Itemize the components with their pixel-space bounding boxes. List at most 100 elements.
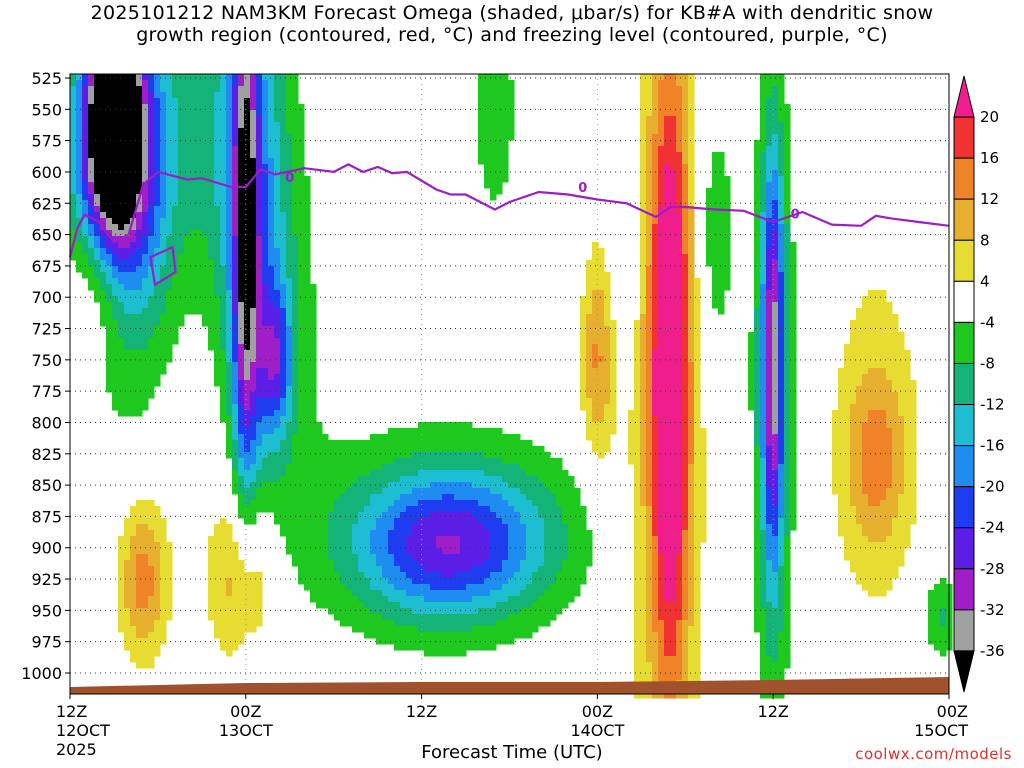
omega-cell [652, 542, 659, 549]
omega-cell [328, 440, 335, 447]
omega-cell [442, 512, 449, 519]
omega-cell [112, 278, 119, 285]
omega-cell [154, 338, 161, 345]
omega-cell [274, 344, 281, 351]
omega-cell [580, 350, 587, 357]
omega-cell [652, 578, 659, 585]
omega-cell [256, 500, 263, 507]
omega-cell [100, 158, 107, 165]
omega-cell [484, 158, 491, 165]
omega-cell [310, 506, 317, 513]
omega-cell [166, 200, 173, 207]
omega-cell [154, 542, 161, 549]
omega-cell [226, 140, 233, 147]
omega-cell [364, 530, 371, 537]
omega-cell [652, 614, 659, 621]
omega-cell [130, 524, 137, 531]
omega-cell [520, 542, 527, 549]
omega-cell [538, 560, 545, 567]
omega-cell [286, 512, 293, 519]
omega-cell [298, 476, 305, 483]
omega-cell [136, 152, 143, 159]
omega-cell [100, 164, 107, 171]
omega-cell [76, 140, 83, 147]
omega-cell [340, 602, 347, 609]
omega-cell [538, 554, 545, 561]
omega-cell [232, 272, 239, 279]
omega-cell [184, 122, 191, 129]
omega-cell [430, 554, 437, 561]
omega-cell [640, 194, 647, 201]
omega-cell [526, 452, 533, 459]
omega-cell [352, 536, 359, 543]
omega-cell [94, 278, 101, 285]
omega-cell [646, 416, 653, 423]
omega-cell [484, 476, 491, 483]
omega-cell [82, 158, 89, 165]
omega-cell [436, 530, 443, 537]
omega-cell [262, 476, 269, 483]
omega-cell [118, 158, 125, 165]
omega-cell [220, 314, 227, 321]
omega-cell [274, 164, 281, 171]
omega-cell [442, 518, 449, 525]
omega-cell [226, 200, 233, 207]
omega-cell [274, 482, 281, 489]
omega-cell [124, 374, 131, 381]
omega-cell [664, 80, 671, 87]
omega-cell [280, 398, 287, 405]
omega-cell [286, 524, 293, 531]
omega-cell [274, 512, 281, 519]
omega-cell [184, 104, 191, 111]
omega-cell [76, 260, 83, 267]
omega-cell [466, 566, 473, 573]
omega-cell [640, 506, 647, 513]
omega-cell [322, 458, 329, 465]
omega-cell [502, 626, 509, 633]
omega-cell [568, 590, 575, 597]
omega-cell [136, 542, 143, 549]
omega-cell [250, 458, 257, 465]
omega-cell [292, 464, 299, 471]
omega-cell [280, 200, 287, 207]
omega-cell [88, 260, 95, 267]
omega-cell [202, 206, 209, 213]
omega-cell [508, 86, 515, 93]
omega-cell [304, 260, 311, 267]
omega-cell [496, 122, 503, 129]
omega-cell [508, 572, 515, 579]
omega-cell [160, 614, 167, 621]
omega-cell [136, 272, 143, 279]
omega-cell [136, 302, 143, 309]
omega-cell [466, 554, 473, 561]
omega-cell [406, 566, 413, 573]
omega-cell [634, 584, 641, 591]
omega-cell [658, 470, 665, 477]
omega-cell [382, 560, 389, 567]
omega-cell [496, 506, 503, 513]
omega-cell [658, 356, 665, 363]
omega-cell [292, 290, 299, 297]
omega-cell [106, 110, 113, 117]
omega-cell [598, 368, 605, 375]
omega-cell [214, 272, 221, 279]
omega-cell [214, 308, 221, 315]
omega-cell [106, 302, 113, 309]
omega-cell [652, 674, 659, 681]
omega-cell [256, 290, 263, 297]
omega-cell [298, 200, 305, 207]
omega-cell [112, 308, 119, 315]
omega-cell [592, 302, 599, 309]
omega-cell [280, 488, 287, 495]
omega-cell [292, 518, 299, 525]
omega-cell [484, 116, 491, 123]
omega-cell [286, 470, 293, 477]
omega-cell [478, 560, 485, 567]
omega-cell [598, 344, 605, 351]
omega-cell [220, 200, 227, 207]
omega-cell [454, 428, 461, 435]
omega-cell [466, 470, 473, 477]
omega-cell [256, 284, 263, 291]
omega-cell [142, 128, 149, 135]
omega-cell [238, 560, 245, 567]
